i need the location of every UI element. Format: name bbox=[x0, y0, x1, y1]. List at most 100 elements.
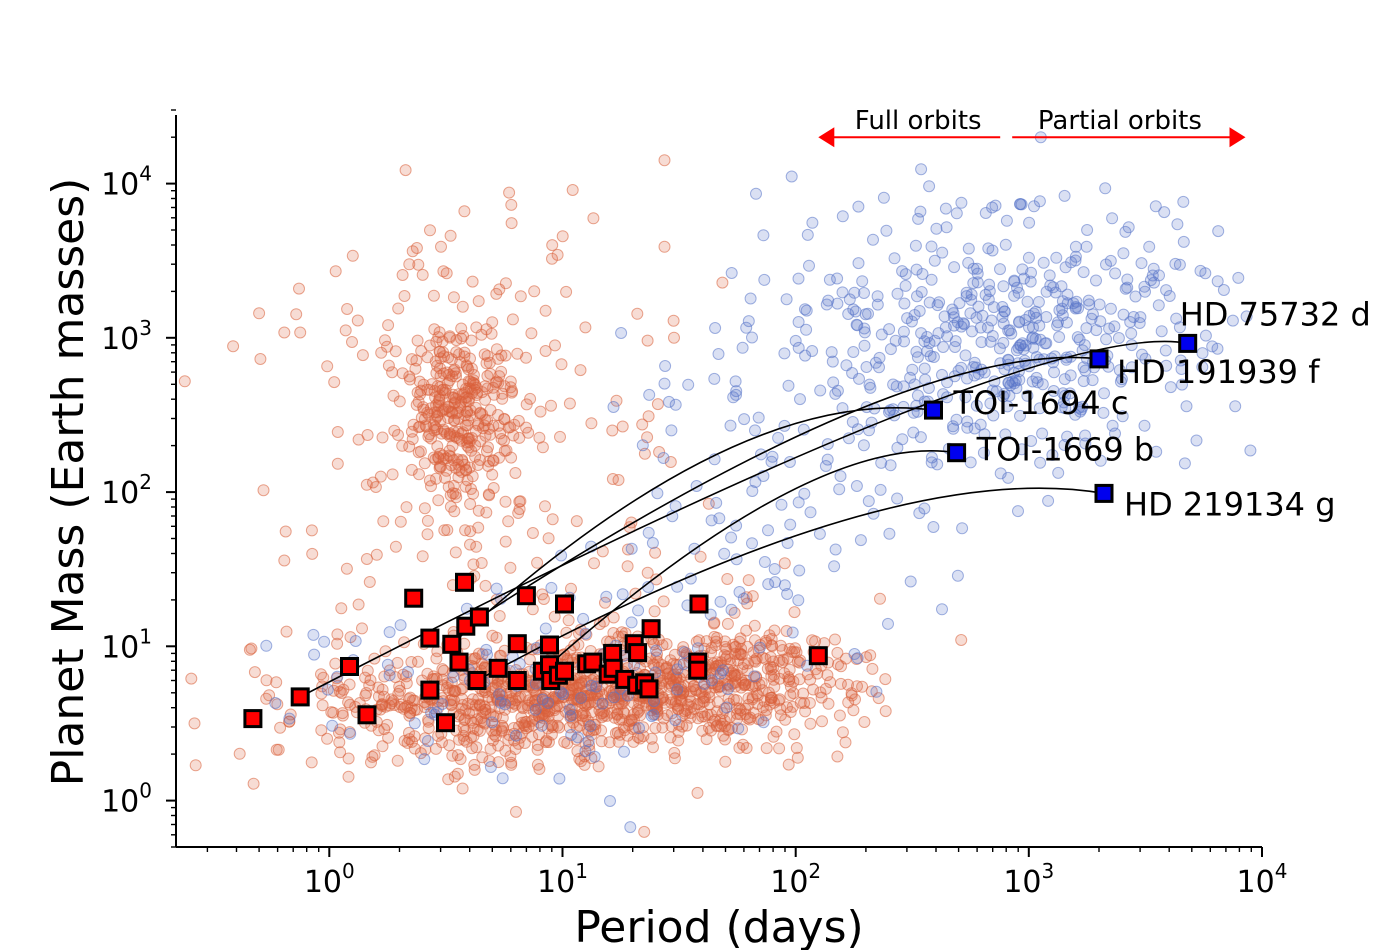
bg-point-transit bbox=[763, 629, 776, 642]
bg-point-rv bbox=[961, 372, 973, 385]
bg-point-rv bbox=[836, 286, 849, 299]
bg-point-transit bbox=[387, 389, 400, 402]
bg-point-rv bbox=[887, 378, 900, 391]
bg-point-transit bbox=[466, 693, 479, 706]
bg-point-transit bbox=[499, 535, 512, 548]
bg-point-rv bbox=[1112, 332, 1125, 344]
bg-point-transit bbox=[519, 689, 532, 702]
bg-point-rv bbox=[846, 367, 859, 379]
ticks bbox=[166, 109, 1263, 857]
bg-point-rv bbox=[828, 560, 841, 573]
bg-point-rv bbox=[671, 663, 684, 676]
bg-point-rv bbox=[931, 299, 944, 312]
bg-point-transit bbox=[471, 459, 484, 471]
bg-point-transit bbox=[554, 430, 566, 443]
bg-point-transit bbox=[675, 693, 688, 706]
outer-planet-marker bbox=[1089, 349, 1109, 369]
bg-point-transit bbox=[382, 731, 395, 744]
bg-point-rv bbox=[746, 331, 758, 344]
bg-point-rv bbox=[803, 259, 815, 272]
bg-point-transit bbox=[403, 440, 416, 453]
bg-point-transit bbox=[533, 763, 546, 775]
bg-point-transit bbox=[719, 755, 732, 768]
bg-point-rv bbox=[784, 518, 797, 531]
bg-point-transit bbox=[787, 675, 800, 688]
bg-point-rv bbox=[799, 303, 811, 316]
bg-point-rv bbox=[856, 275, 869, 288]
bg-point-rv bbox=[1135, 257, 1148, 270]
bg-point-transit bbox=[768, 680, 781, 693]
bg-point-rv bbox=[967, 262, 980, 275]
bg-point-rv bbox=[993, 342, 1006, 355]
bg-point-rv bbox=[899, 268, 912, 281]
partial-orbits-label: Partial orbits bbox=[1038, 106, 1202, 136]
bg-point-rv bbox=[746, 485, 759, 497]
bg-point-rv bbox=[738, 413, 751, 426]
bg-point-rv bbox=[1152, 299, 1165, 312]
bg-point-rv bbox=[958, 318, 971, 331]
bg-point-transit bbox=[422, 722, 435, 735]
planet-label: TOI-1694 c bbox=[953, 384, 1129, 422]
bg-point-rv bbox=[1056, 295, 1069, 308]
bg-point-rv bbox=[1043, 269, 1056, 282]
bg-point-rv bbox=[998, 305, 1011, 318]
bg-point-transit bbox=[316, 699, 329, 712]
bg-point-rv bbox=[792, 496, 805, 509]
bg-point-transit bbox=[392, 429, 404, 441]
bg-point-transit bbox=[329, 657, 342, 670]
bg-point-transit bbox=[672, 734, 685, 747]
bg-point-transit bbox=[456, 300, 469, 313]
bg-point-rv bbox=[665, 424, 678, 437]
bg-point-transit bbox=[457, 426, 469, 439]
bg-point-rv bbox=[1190, 434, 1203, 447]
bg-point-rv bbox=[1012, 286, 1025, 299]
bg-point-transit bbox=[389, 345, 402, 358]
bg-point-transit bbox=[315, 724, 328, 737]
bg-point-transit bbox=[756, 701, 769, 714]
bg-point-rv bbox=[927, 521, 940, 533]
bg-point-transit bbox=[542, 532, 555, 545]
bg-point-transit bbox=[864, 649, 877, 662]
inner-planet-marker bbox=[455, 572, 474, 592]
bg-point-transit bbox=[562, 614, 575, 627]
bg-point-transit bbox=[760, 742, 773, 755]
inner-planet-marker bbox=[442, 634, 462, 654]
bg-point-transit bbox=[416, 550, 429, 563]
bg-point-rv bbox=[851, 652, 864, 665]
bg-point-rv bbox=[936, 603, 948, 616]
bg-point-transit bbox=[658, 240, 671, 253]
bg-point-transit bbox=[253, 307, 266, 320]
bg-point-transit bbox=[425, 480, 437, 493]
bg-point-rv bbox=[705, 674, 718, 687]
bg-point-rv bbox=[858, 287, 870, 299]
bg-point-transit bbox=[427, 451, 440, 464]
bg-point-transit bbox=[600, 698, 612, 711]
bg-point-transit bbox=[436, 736, 448, 749]
bg-point-transit bbox=[648, 605, 661, 618]
bg-point-transit bbox=[499, 495, 512, 508]
bg-point-transit bbox=[485, 327, 498, 340]
bg-point-transit bbox=[487, 454, 499, 467]
bg-point-transit bbox=[595, 711, 608, 724]
bg-point-rv bbox=[402, 666, 414, 678]
bg-point-rv bbox=[1171, 218, 1184, 231]
bg-point-rv bbox=[709, 322, 722, 334]
bg-point-transit bbox=[178, 375, 191, 388]
bg-point-rv bbox=[1121, 281, 1134, 294]
bg-point-transit bbox=[360, 478, 373, 491]
bg-point-transit bbox=[649, 546, 662, 559]
bg-point-rv bbox=[283, 712, 296, 725]
bg-point-rv bbox=[539, 622, 552, 635]
bg-point-rv bbox=[947, 422, 960, 435]
bg-point-transit bbox=[572, 638, 585, 651]
bg-point-rv bbox=[826, 355, 839, 368]
bg-point-rv bbox=[607, 401, 620, 413]
bg-point-rv bbox=[850, 480, 863, 492]
bg-point-transit bbox=[429, 421, 442, 434]
bg-point-transit bbox=[421, 351, 434, 364]
bg-point-rv bbox=[762, 524, 774, 537]
bg-point-rv bbox=[736, 341, 749, 354]
bg-point-rv bbox=[884, 343, 897, 356]
bg-point-rv bbox=[496, 772, 509, 785]
bg-point-transit bbox=[579, 321, 592, 334]
